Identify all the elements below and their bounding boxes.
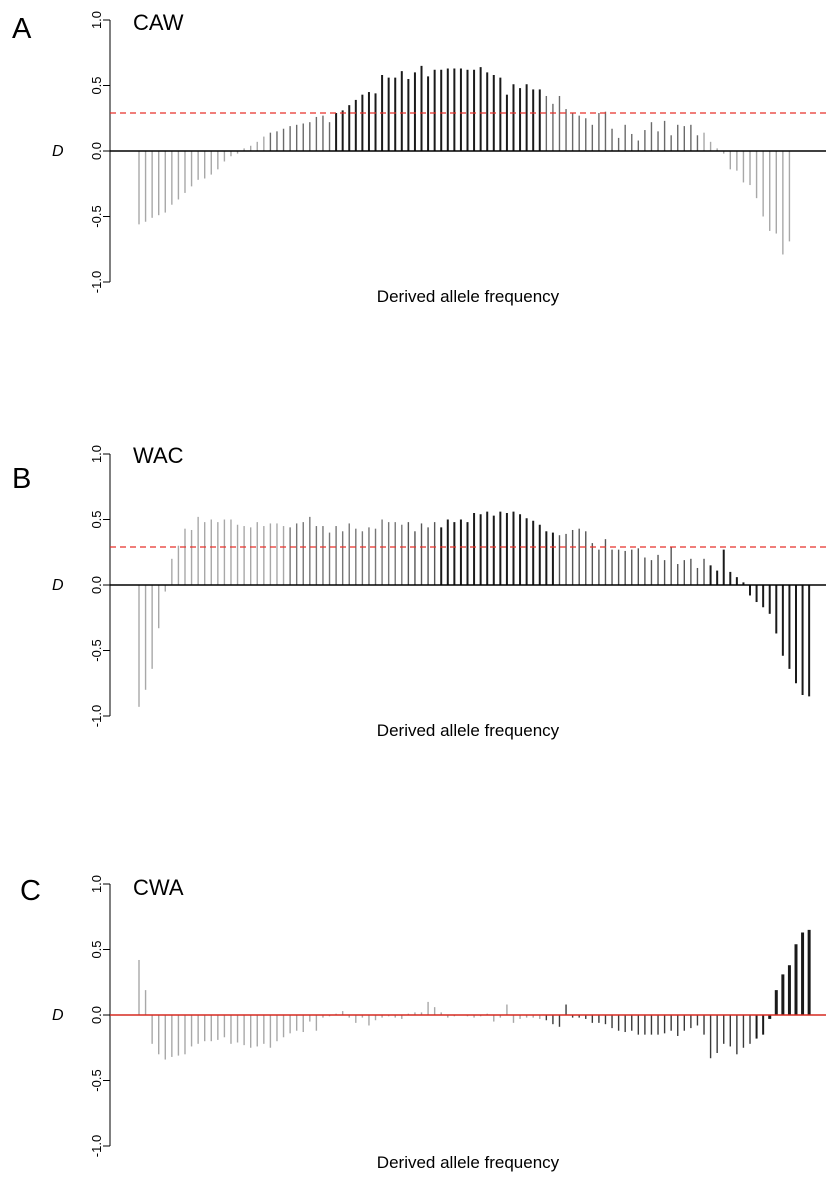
y-tick-label: -0.5: [89, 205, 104, 227]
y-tick-label: -0.5: [89, 639, 104, 661]
y-tick-label: 1.0: [89, 11, 104, 29]
panel-b: B WAC -1.0 -0.5 0.0 0.5 1.0 D Derived allele fre…: [12, 443, 826, 740]
y-tick-label: 0.5: [89, 510, 104, 528]
panel-a: A CAW -1.0 -0.5 0.0 0.5 1.0 D Derived allele fre…: [12, 10, 826, 306]
y-tick-label: 0.5: [89, 940, 104, 958]
panel-letter: B: [12, 463, 31, 495]
x-axis-label: Derived allele frequency: [377, 1153, 560, 1172]
x-axis-label: Derived allele frequency: [377, 287, 560, 306]
y-axis-label: D: [52, 577, 64, 594]
panel-c: C CWA -1.0 -0.5 0.0 0.5 1.0 D Derived allele fre…: [20, 875, 826, 1172]
y-tick-label: -0.5: [89, 1069, 104, 1091]
panel-letter: C: [20, 875, 41, 907]
y-tick-label: -1.0: [89, 705, 104, 727]
panel-title: CWA: [133, 875, 184, 900]
x-axis-label: Derived allele frequency: [377, 721, 560, 740]
panel-title: CAW: [133, 10, 184, 35]
y-tick-label: 0.0: [89, 142, 104, 160]
y-axis-label: D: [52, 1007, 64, 1024]
y-tick-label: -1.0: [89, 271, 104, 293]
panel-letter: A: [12, 13, 32, 45]
y-tick-label: -1.0: [89, 1135, 104, 1157]
y-tick-label: 0.5: [89, 76, 104, 94]
panel-title: WAC: [133, 443, 184, 468]
y-tick-label: 0.0: [89, 1006, 104, 1024]
y-tick-label: 1.0: [89, 445, 104, 463]
y-tick-label: 0.0: [89, 576, 104, 594]
y-tick-label: 1.0: [89, 875, 104, 893]
y-axis-label: D: [52, 143, 64, 160]
